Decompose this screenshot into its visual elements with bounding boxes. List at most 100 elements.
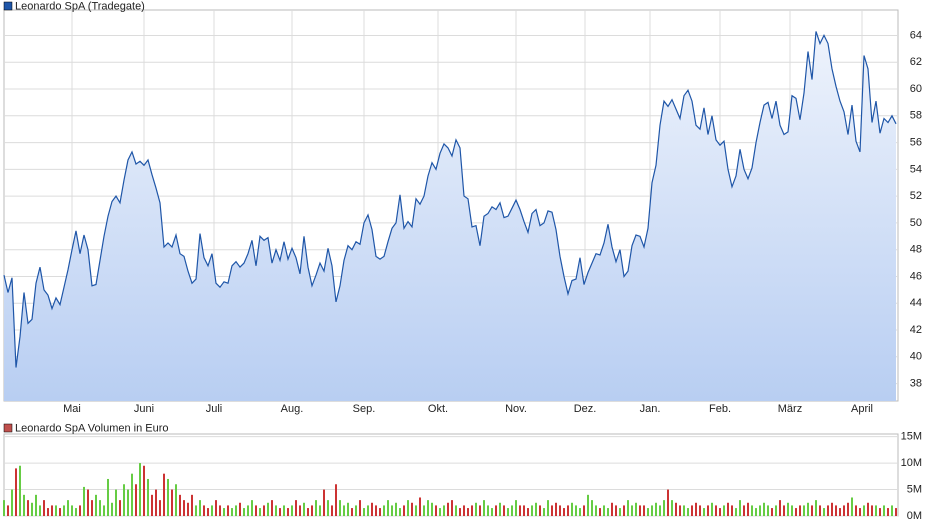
volume-bar: [487, 505, 489, 516]
y-tick-label: 40: [910, 351, 922, 363]
volume-bar: [235, 505, 237, 516]
legend-swatch: [3, 423, 13, 433]
volume-bar: [891, 505, 893, 516]
x-tick-label: Mai: [63, 403, 81, 415]
y-tick-label: 44: [910, 297, 922, 309]
volume-bar: [651, 505, 653, 516]
volume-bar: [843, 505, 845, 516]
volume-bar: [339, 500, 341, 516]
volume-bar: [511, 505, 513, 516]
volume-bar: [575, 505, 577, 516]
volume-bar: [819, 505, 821, 516]
x-tick-label: Feb.: [709, 403, 731, 415]
volume-bar: [683, 505, 685, 516]
volume-bar: [463, 505, 465, 516]
volume-bar: [347, 502, 349, 516]
volume-bar: [11, 489, 13, 516]
volume-bar: [871, 505, 873, 516]
volume-bar: [715, 505, 717, 516]
x-tick-label: Juni: [134, 403, 154, 415]
volume-bar: [151, 494, 153, 516]
volume-bar: [63, 505, 65, 516]
volume-bar: [155, 489, 157, 516]
volume-bar: [635, 502, 637, 516]
volume-bar: [175, 484, 177, 516]
volume-bar: [259, 508, 261, 516]
volume-bar: [115, 489, 117, 516]
volume-bar: [295, 500, 297, 516]
volume-bar: [215, 500, 217, 516]
volume-bar: [867, 502, 869, 516]
volume-bar: [247, 505, 249, 516]
volume-bar: [323, 489, 325, 516]
volume-bar: [879, 508, 881, 516]
volume-bar: [239, 502, 241, 516]
volume-bar: [711, 502, 713, 516]
volume-bar: [495, 505, 497, 516]
volume-bar: [607, 508, 609, 516]
y-tick-label: 56: [910, 136, 922, 148]
volume-bar: [655, 502, 657, 516]
volume-bar: [783, 505, 785, 516]
volume-bar: [379, 508, 381, 516]
volume-bar: [223, 508, 225, 516]
legend-label: Leonardo SpA (Tradegate): [15, 0, 145, 12]
volume-bar: [143, 465, 145, 516]
volume-bar: [367, 505, 369, 516]
volume-bar: [67, 500, 69, 516]
y-tick-label: 62: [910, 56, 922, 68]
x-tick-label: Aug.: [281, 403, 304, 415]
y-tick-label: 50: [910, 217, 922, 229]
x-tick-label: April: [851, 403, 873, 415]
volume-bar: [735, 508, 737, 516]
volume-bar: [199, 500, 201, 516]
volume-bar: [847, 502, 849, 516]
y-tick-label: 60: [910, 83, 922, 95]
volume-bar: [419, 497, 421, 516]
volume-bar: [123, 484, 125, 516]
volume-bar: [479, 505, 481, 516]
volume-bar: [623, 505, 625, 516]
volume-bar: [79, 505, 81, 516]
volume-bar: [135, 484, 137, 516]
volume-bar: [227, 505, 229, 516]
legend-label: Leonardo SpA Volumen in Euro: [15, 422, 169, 434]
volume-bar: [599, 508, 601, 516]
volume-bar: [179, 494, 181, 516]
volume-bar: [823, 508, 825, 516]
volume-bar: [71, 505, 73, 516]
volume-bar: [319, 505, 321, 516]
volume-bar: [219, 505, 221, 516]
volume-bar: [695, 502, 697, 516]
volume-bar: [499, 502, 501, 516]
volume-bar: [503, 505, 505, 516]
volume-bar: [19, 465, 21, 516]
volume-bar: [799, 505, 801, 516]
volume-bar: [99, 500, 101, 516]
volume-bar: [75, 508, 77, 516]
volume-bar: [703, 508, 705, 516]
volume-bar: [283, 505, 285, 516]
volume-bar: [355, 505, 357, 516]
volume-bar: [587, 494, 589, 516]
volume-bar: [731, 505, 733, 516]
volume-bar: [555, 502, 557, 516]
volume-bar: [395, 502, 397, 516]
volume-bar: [739, 500, 741, 516]
volume-bar: [311, 505, 313, 516]
volume-bar: [271, 500, 273, 516]
x-tick-label: Nov.: [505, 403, 527, 415]
volume-bar: [667, 489, 669, 516]
volume-bar: [183, 500, 185, 516]
volume-bar: [335, 484, 337, 516]
volume-bar: [23, 494, 25, 516]
volume-bar: [595, 505, 597, 516]
volume-bar: [723, 505, 725, 516]
x-tick-label: Juli: [206, 403, 223, 415]
volume-bar: [391, 505, 393, 516]
volume-bar: [399, 508, 401, 516]
volume-bar: [47, 508, 49, 516]
volume-bar: [91, 500, 93, 516]
volume-bar: [803, 505, 805, 516]
